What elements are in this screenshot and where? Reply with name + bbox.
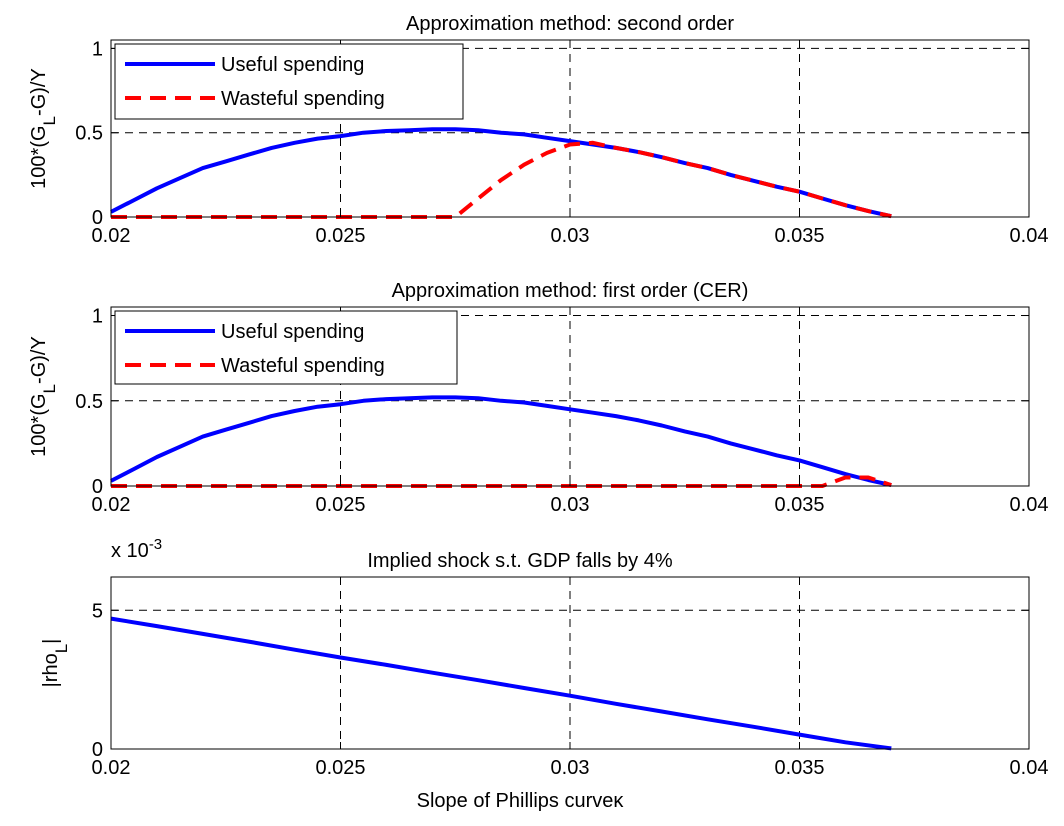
chart-1: 0.02 0.025 0.03 0.035 0.04 0 0.5 1 Approximation… bbox=[28, 13, 1048, 247]
y-tick-label: 5 bbox=[92, 600, 103, 622]
y-axis-label: 100*(GL-G)/Y bbox=[28, 336, 59, 457]
chart-2: 0.02 0.025 0.03 0.035 0.04 0 0.5 1 Approximation… bbox=[28, 280, 1048, 516]
x-tick-label: 0.025 bbox=[315, 494, 365, 516]
x-tick-label: 0.04 bbox=[1010, 225, 1049, 247]
series-line-useful-spending bbox=[110, 395, 892, 488]
legend-label: Wasteful spending bbox=[221, 88, 385, 110]
y-scale-label: x 10-3 bbox=[111, 536, 162, 563]
x-tick-label: 0.02 bbox=[92, 757, 131, 779]
x-tick-label: 0.04 bbox=[1010, 494, 1049, 516]
x-axis-label: Slope of Phillips curveκ bbox=[417, 790, 625, 812]
x-tick-label: 0.02 bbox=[92, 494, 131, 516]
x-tick-label: 0.025 bbox=[315, 225, 365, 247]
chart-title: Approximation method: second order bbox=[406, 13, 734, 35]
chart-title: Approximation method: first order (CER) bbox=[392, 280, 749, 302]
x-tick-label: 0.035 bbox=[774, 757, 824, 779]
y-tick-label: 0 bbox=[92, 207, 103, 229]
x-tick-label: 0.02 bbox=[92, 225, 131, 247]
x-tick-label: 0.03 bbox=[551, 757, 590, 779]
chart-3: 0.02 0.025 0.03 0.035 0.04 0 5 Implied shock s.… bbox=[40, 536, 1048, 813]
x-tick-label: 0.03 bbox=[551, 494, 590, 516]
y-tick-label: 0 bbox=[92, 739, 103, 761]
y-tick-label: 0.5 bbox=[75, 123, 103, 145]
legend-label: Useful spending bbox=[221, 321, 364, 343]
y-axis-label: |rhoL| bbox=[40, 639, 71, 688]
x-tick-label: 0.035 bbox=[774, 225, 824, 247]
y-tick-label: 0 bbox=[92, 476, 103, 498]
x-tick-label: 0.025 bbox=[315, 757, 365, 779]
x-tick-label: 0.035 bbox=[774, 494, 824, 516]
legend-box bbox=[114, 43, 464, 120]
y-tick-label: 1 bbox=[92, 306, 103, 328]
chart-title: Implied shock s.t. GDP falls by 4% bbox=[367, 550, 673, 572]
legend-box bbox=[114, 310, 458, 385]
series-line-main bbox=[110, 616, 892, 751]
legend-label: Wasteful spending bbox=[221, 355, 385, 377]
x-tick-label: 0.03 bbox=[551, 225, 590, 247]
y-tick-label: 0.5 bbox=[75, 391, 103, 413]
x-tick-label: 0.04 bbox=[1010, 757, 1049, 779]
y-axis-label: 100*(GL-G)/Y bbox=[28, 68, 59, 189]
y-tick-label: 1 bbox=[92, 38, 103, 60]
legend-label: Useful spending bbox=[221, 54, 364, 76]
